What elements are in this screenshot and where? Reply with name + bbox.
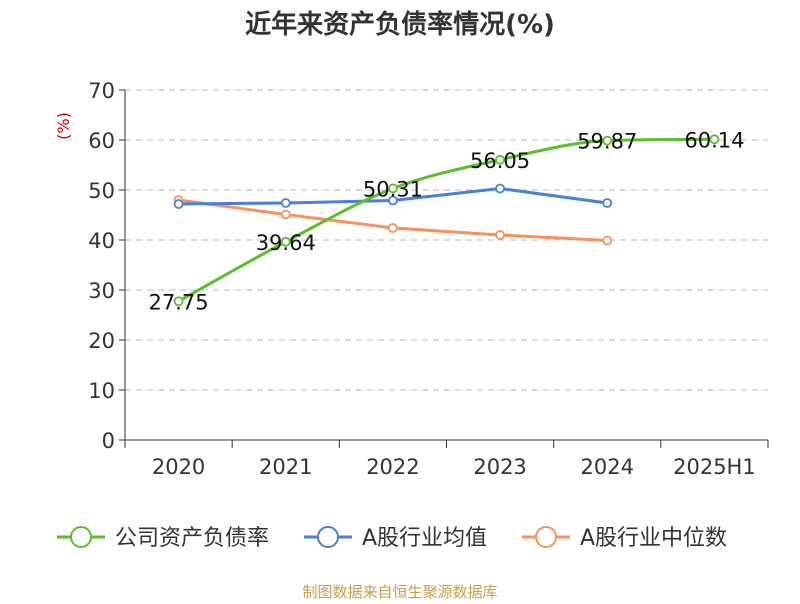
source-note: 制图数据来自恒生聚源数据库: [302, 583, 497, 600]
y-tick-label: 70: [88, 79, 115, 103]
y-tick-label: 60: [88, 129, 115, 153]
data-point: [495, 183, 505, 194]
y-tick-label: 0: [102, 429, 115, 453]
x-tick-label: 2020: [152, 455, 205, 479]
data-point: [495, 230, 505, 240]
y-tick-label: 30: [88, 279, 115, 303]
series-line: [178, 198, 608, 242]
data-point: [280, 198, 291, 208]
x-tick-label: 2025H1: [673, 455, 756, 479]
data-point: [173, 296, 184, 307]
data-point: [280, 209, 291, 220]
data-label: 39.64: [256, 231, 316, 255]
grid-lines: [125, 89, 768, 391]
y-tick-label: 20: [88, 329, 115, 353]
y-tick-label: 50: [88, 179, 115, 203]
series: [173, 134, 720, 307]
x-tick-label: 2023: [473, 455, 526, 479]
data-label: 60.14: [684, 128, 744, 152]
data-point: [709, 134, 720, 145]
x-tick-label: 2022: [366, 455, 419, 479]
chart-title: 近年来资产负债率情况(%): [245, 9, 555, 40]
legend-item-0: 公司资产负债率: [57, 526, 269, 551]
data-point: [388, 195, 398, 206]
x-tick-label: 2021: [259, 455, 312, 479]
legend-label: A股行业中位数: [580, 526, 727, 551]
legend: 公司资产负债率 A股行业均值 A股行业中位数: [57, 526, 727, 551]
data-point: [280, 236, 291, 247]
y-tick-label: 10: [88, 379, 115, 403]
legend-label: A股行业均值: [362, 526, 487, 551]
data-point: [173, 199, 184, 209]
x-tick-label: 2024: [581, 455, 634, 479]
y-axis-label: (%): [54, 112, 73, 140]
legend-label: 公司资产负债率: [115, 526, 269, 551]
data-point: [602, 235, 613, 246]
data-point: [388, 223, 398, 233]
legend-item-1: A股行业均值: [304, 526, 487, 551]
data-label: 50.31: [363, 177, 423, 201]
data-label: 27.75: [149, 290, 209, 314]
data-point: [602, 135, 613, 146]
axes: 0 10 20 30 40 50 60 70 2020 2021 2022 2023 2024 2025H…: [88, 79, 769, 479]
legend-marker: [535, 526, 557, 548]
data-point: [602, 198, 613, 208]
series-line: [177, 137, 715, 303]
data-point: [495, 154, 505, 165]
data-point: [388, 183, 398, 194]
series-1: [173, 183, 613, 209]
series-0: [173, 134, 720, 307]
legend-item-2: A股行业中位数: [522, 526, 727, 551]
y-tick-label: 40: [88, 229, 115, 253]
data-label: 59.87: [577, 130, 637, 154]
data-label: 56.05: [470, 149, 530, 173]
legend-marker: [317, 526, 339, 548]
data-labels: 27.75 39.64 50.31 56.05 59.87 60.14: [149, 128, 745, 314]
legend-marker: [70, 526, 92, 548]
